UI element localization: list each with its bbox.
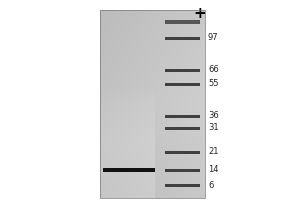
Text: 97: 97 <box>208 33 219 43</box>
Bar <box>103 168 155 172</box>
Text: 6: 6 <box>208 180 213 190</box>
Text: 31: 31 <box>208 123 219 132</box>
Text: +: + <box>194 6 206 21</box>
Bar <box>165 169 200 172</box>
Text: 36: 36 <box>208 112 219 120</box>
Bar <box>165 127 200 130</box>
Bar <box>165 115 200 118</box>
Bar <box>165 184 200 187</box>
Bar <box>165 69 200 72</box>
Text: 21: 21 <box>208 148 218 156</box>
Bar <box>165 151 200 154</box>
Bar <box>165 37 200 40</box>
Bar <box>165 83 200 86</box>
Text: 55: 55 <box>208 79 218 88</box>
Bar <box>100 10 205 198</box>
Bar <box>165 20 200 24</box>
Text: 14: 14 <box>208 166 218 174</box>
Text: 66: 66 <box>208 66 219 74</box>
